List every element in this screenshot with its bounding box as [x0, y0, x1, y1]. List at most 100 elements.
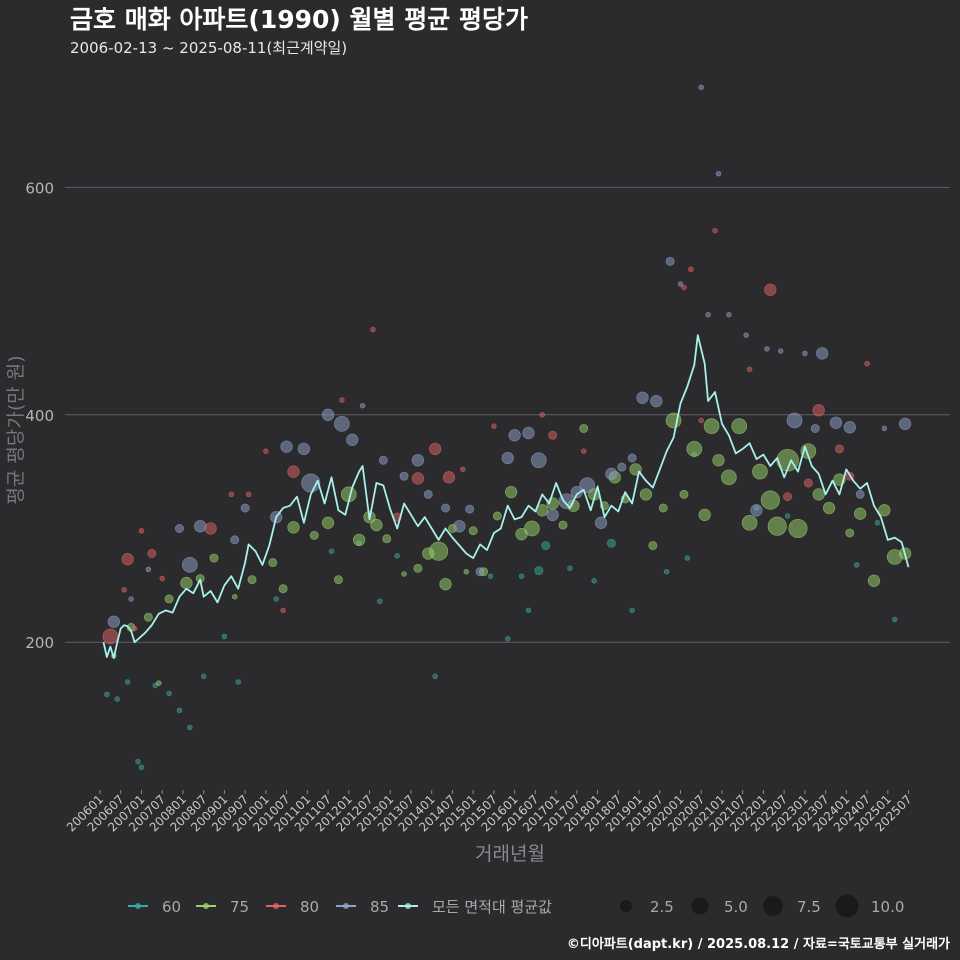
scatter-point-75: [822, 501, 836, 515]
legend-label: 75: [230, 898, 249, 916]
scatter-point-75: [648, 541, 658, 550]
scatter-point-75: [247, 575, 257, 585]
scatter-point-75: [468, 526, 478, 536]
scatter-point-60: [124, 679, 131, 685]
legend-label: 모든 면적대 평균값: [432, 898, 552, 916]
scatter-point-85: [743, 332, 749, 338]
y-tick-label: 600: [25, 179, 54, 197]
scatter-point-80: [460, 466, 466, 473]
scatter-point-85: [465, 504, 475, 514]
scatter-point-60: [629, 607, 635, 614]
scatter-point-85: [855, 489, 865, 499]
scatter-point-60: [138, 764, 145, 771]
scatter-point-60: [534, 566, 544, 576]
scatter-point-60: [200, 673, 207, 680]
scatter-point-85: [301, 473, 321, 493]
scatter-point-75: [164, 594, 174, 604]
scatter-point-75: [463, 568, 470, 575]
scatter-point-85: [802, 350, 808, 357]
scatter-point-60: [235, 679, 241, 685]
scatter-point-85: [297, 442, 311, 456]
scatter-point-85: [441, 503, 450, 513]
scatter-point-60: [432, 673, 438, 680]
scatter-point-80: [102, 628, 119, 645]
scatter-point-85: [107, 615, 120, 628]
scatter-point-75: [155, 680, 162, 686]
scatter-point-60: [273, 596, 279, 602]
chart-title: 금호 매화 아파트(1990) 월별 평균 평당가: [70, 5, 528, 34]
y-tick-label: 400: [25, 407, 54, 425]
scatter-point-75: [721, 469, 737, 486]
legend-size-label: 2.5: [650, 898, 674, 916]
scatter-point-80: [746, 366, 753, 373]
scatter-point-75: [639, 488, 653, 501]
scatter-point-60: [221, 633, 228, 640]
scatter-point-80: [228, 491, 235, 498]
scatter-point-85: [636, 391, 649, 404]
scatter-point-80: [539, 412, 546, 418]
scatter-point-80: [548, 430, 558, 440]
scatter-point-60: [567, 565, 573, 572]
scatter-point-85: [378, 455, 388, 465]
scatter-point-85: [777, 348, 784, 354]
scatter-point-75: [731, 418, 748, 435]
scatter-point-85: [843, 421, 856, 434]
scatter-point-60: [663, 568, 670, 575]
scatter-point-60: [591, 578, 597, 584]
scatter-point-60: [874, 520, 881, 526]
legend-label: 60: [162, 898, 181, 916]
legend-swatch-75: [203, 903, 209, 909]
scatter-point-75: [845, 528, 855, 538]
scatter-point-85: [194, 520, 207, 533]
scatter-point-85: [594, 516, 608, 529]
scatter-point-85: [508, 429, 521, 442]
scatter-point-60: [114, 696, 121, 702]
scatter-point-80: [442, 471, 456, 484]
scatter-point-85: [764, 346, 770, 352]
scatter-point-80: [698, 417, 704, 424]
scatter-point-75: [752, 463, 768, 480]
scatter-point-60: [487, 573, 494, 579]
scatter-point-75: [558, 520, 568, 530]
scatter-point-75: [143, 612, 153, 622]
scatter-point-85: [750, 504, 763, 517]
y-axis-title: 평균 평당가(만 원): [5, 355, 27, 504]
scatter-point-85: [230, 535, 240, 545]
scatter-point-75: [321, 516, 335, 529]
scatter-point-80: [411, 472, 425, 485]
scatter-point-75: [492, 511, 502, 521]
legend-size-circle: [620, 900, 632, 912]
scatter-point-80: [688, 266, 694, 273]
scatter-point-75: [413, 563, 423, 573]
scatter-point-80: [245, 491, 252, 498]
scatter-point-60: [135, 758, 141, 765]
scatter-point-75: [767, 516, 787, 536]
scatter-point-60: [784, 513, 791, 519]
scatter-point-85: [280, 440, 293, 453]
scatter-point-60: [377, 598, 383, 605]
scatter-point-75: [878, 504, 891, 517]
scatter-point-85: [128, 596, 134, 602]
scatter-point-85: [334, 416, 350, 432]
scatter-point-80: [491, 423, 497, 429]
scatter-point-60: [187, 724, 193, 731]
scatter-point-75: [370, 518, 383, 532]
scatter-point-75: [232, 593, 238, 600]
scatter-point-80: [681, 284, 687, 291]
scatter-point-60: [518, 573, 525, 579]
legend-swatch-85: [343, 903, 349, 909]
scatter-point-80: [131, 625, 138, 632]
scatter-point-60: [853, 562, 860, 568]
scatter-point-80: [764, 283, 777, 296]
scatter-point-60: [541, 541, 551, 550]
average-line: [102, 334, 910, 659]
scatter-point-75: [439, 578, 452, 591]
scatter-point-85: [530, 452, 547, 469]
scatter-point-75: [760, 490, 780, 510]
scatter-point-60: [104, 691, 110, 698]
scatter-point-60: [684, 555, 691, 561]
scatter-point-85: [627, 453, 637, 463]
scatter-point-85: [810, 423, 820, 433]
y-tick-label: 200: [25, 634, 54, 652]
